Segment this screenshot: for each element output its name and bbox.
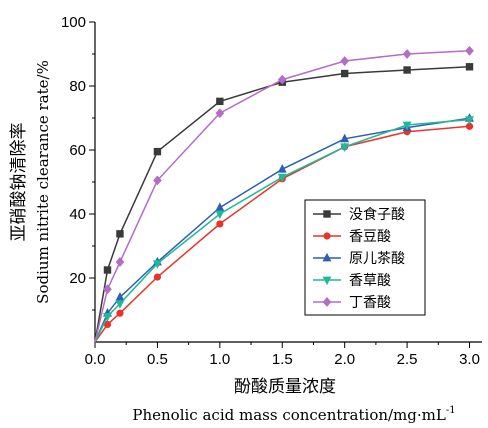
x-tick-label: 0.0: [85, 351, 106, 368]
data-point: [402, 121, 412, 131]
legend-entry: 没食子酸: [313, 206, 405, 223]
data-point: [153, 175, 162, 186]
x-tick-label: 2.0: [334, 351, 355, 368]
data-point: [277, 74, 287, 85]
data-point: [153, 147, 162, 156]
data-point: [340, 133, 350, 143]
data-point: [215, 210, 225, 220]
x-axis-title-en-sup: -1: [446, 405, 456, 416]
y-axis-title-cn: 亚硝酸钠清除率: [9, 123, 29, 242]
data-point: [323, 210, 331, 218]
data-point: [465, 63, 474, 71]
legend-label: 丁香酸: [349, 295, 391, 311]
legend-label: 原儿茶酸: [349, 251, 405, 267]
x-tick-label: 3.0: [459, 351, 480, 368]
x-ticks: 0.0 0.5 1.0 1.5 2.0 2.5 3.0: [85, 342, 480, 368]
data-point: [322, 252, 332, 262]
data-point: [323, 232, 331, 240]
data-point: [322, 276, 332, 286]
data-point: [216, 220, 224, 228]
x-axis-title-cn: 酚酸质量浓度: [234, 377, 336, 397]
x-tick-label: 1.5: [272, 351, 293, 368]
legend-entry: 原儿茶酸: [313, 251, 405, 267]
data-point: [153, 273, 162, 281]
data-point: [215, 202, 225, 212]
data-point: [340, 56, 350, 66]
y-axis-title-en: Sodium nitrite clearance rate/%: [34, 60, 52, 304]
data-point: [116, 230, 124, 238]
legend-label: 香豆酸: [349, 229, 391, 245]
legend-label: 香草酸: [349, 273, 391, 289]
data-point: [103, 266, 112, 274]
series-5: [94, 45, 474, 343]
data-point: [277, 173, 287, 183]
data-point: [402, 49, 412, 59]
data-point: [465, 116, 474, 125]
x-tick-label: 1.0: [209, 351, 230, 368]
series-4: [94, 116, 474, 343]
y-tick-label: 20: [69, 270, 86, 287]
x-tick-label: 2.5: [397, 351, 418, 368]
y-tick-label: 60: [69, 142, 86, 159]
data-point: [103, 284, 112, 295]
data-point: [115, 300, 125, 309]
data-point: [152, 260, 162, 269]
data-point: [322, 297, 332, 307]
data-point: [277, 164, 287, 173]
data-point: [103, 312, 112, 322]
y-tick-label: 80: [69, 78, 86, 95]
series-layer: [94, 45, 474, 343]
y-ticks: 20 40 60 80 100: [61, 14, 95, 311]
data-point: [115, 257, 125, 267]
x-tick-label: 0.5: [147, 351, 168, 368]
x-axis-title-en: Phenolic acid mass concentration/mg·mL-1: [132, 405, 455, 424]
data-point: [340, 143, 350, 152]
y-tick-label: 40: [69, 206, 86, 223]
y-tick-label: 100: [61, 14, 86, 31]
data-point: [216, 97, 224, 106]
x-axis-title-en-main: Phenolic acid mass concentration/mg·mL: [132, 406, 445, 424]
data-point: [465, 45, 474, 56]
data-point: [403, 66, 411, 74]
data-point: [340, 69, 349, 78]
legend-label: 没食子酸: [349, 206, 405, 223]
data-point: [116, 309, 124, 317]
legend-entry: 香草酸: [313, 273, 391, 289]
data-point: [215, 108, 225, 119]
legend-entry: 丁香酸: [313, 295, 391, 311]
legend-entry: 香豆酸: [313, 229, 391, 245]
